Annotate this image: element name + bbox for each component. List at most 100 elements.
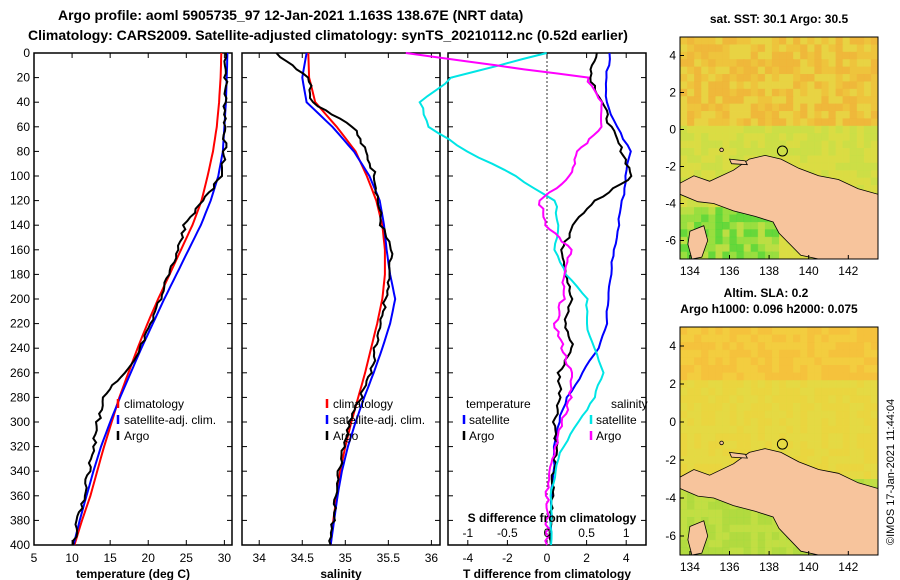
map-cell	[814, 118, 822, 127]
map-cell	[856, 51, 865, 60]
map-cell	[814, 357, 822, 366]
map-cell	[736, 517, 745, 526]
map-cell	[722, 125, 730, 134]
map-cell	[708, 349, 716, 358]
map-cell	[743, 222, 752, 230]
map-cell	[708, 37, 716, 45]
y-tick-label: 4	[669, 49, 676, 63]
map-cell	[764, 372, 773, 381]
map-cell	[743, 229, 752, 238]
map-cell	[708, 517, 716, 526]
map-cell	[708, 342, 716, 351]
map-cell	[828, 433, 837, 442]
map-cell	[835, 365, 844, 374]
map-cell	[722, 44, 730, 53]
map-cell	[715, 125, 723, 134]
map-cell	[708, 365, 716, 374]
map-cell	[764, 148, 773, 156]
map-cell	[771, 334, 780, 343]
map-cell	[729, 425, 738, 434]
map-cell	[764, 539, 773, 548]
map-cell	[786, 387, 794, 396]
map-cell	[722, 539, 730, 548]
map-cell	[757, 133, 766, 142]
map-cell	[694, 133, 702, 142]
map-cell	[680, 463, 688, 472]
map-cell	[835, 59, 844, 68]
map-cell	[814, 37, 822, 45]
map-cell	[807, 418, 815, 427]
map-cell	[849, 44, 858, 53]
map-cell	[870, 372, 879, 381]
map-cell	[743, 342, 752, 351]
map-cell	[856, 448, 865, 457]
map-cell	[779, 155, 787, 164]
map-cell	[835, 425, 844, 434]
map-cell	[694, 517, 702, 526]
map-cell	[743, 133, 752, 142]
map-cell	[779, 51, 787, 60]
map-cell	[715, 456, 723, 465]
map-cell	[814, 395, 822, 404]
map-cell	[736, 59, 745, 68]
map-cell	[842, 148, 851, 156]
map-cell	[856, 372, 865, 381]
map-cell	[793, 44, 801, 53]
x-axis-label: salinity	[320, 567, 362, 580]
x-tick-label: -2	[502, 551, 513, 565]
map-cell	[750, 509, 759, 518]
map-cell	[743, 441, 752, 450]
map-cell	[870, 349, 879, 358]
map-cell	[757, 365, 766, 374]
map-cell	[757, 96, 766, 105]
map-cell	[743, 66, 752, 75]
series-satellite-adj-clim-	[301, 52, 397, 546]
map-cell	[708, 380, 716, 389]
map-cell	[750, 118, 759, 127]
land-aru-islands	[687, 225, 709, 260]
map-cell	[750, 140, 759, 149]
map-cell	[722, 214, 730, 223]
map-cell	[757, 37, 766, 45]
map-cell	[771, 403, 780, 412]
map-cell	[856, 44, 865, 53]
map-cell	[842, 410, 851, 419]
map-cell	[715, 251, 723, 260]
map-cell	[715, 517, 723, 526]
x-tick-label: 20	[142, 551, 156, 565]
map-cell	[701, 517, 709, 526]
map-cell	[835, 380, 844, 389]
map-cell	[828, 37, 837, 45]
map-cell	[687, 214, 695, 223]
map-cell	[814, 59, 822, 68]
map-cell	[722, 441, 730, 450]
map-cell	[708, 372, 716, 381]
map-cell	[814, 463, 822, 472]
map-cell	[743, 118, 752, 127]
map-cell	[701, 118, 709, 127]
map-cell	[757, 148, 766, 156]
map-cell	[821, 118, 829, 127]
map-cell	[687, 118, 695, 127]
map-cell	[701, 433, 709, 442]
map-cell	[800, 448, 808, 457]
map-cell	[814, 125, 822, 134]
map-cell	[764, 517, 773, 526]
map-cell	[736, 357, 745, 366]
map-cell	[743, 125, 752, 134]
map-cell	[842, 155, 851, 164]
map-cell	[736, 133, 745, 142]
map-cell	[764, 37, 773, 45]
map-cell	[779, 81, 787, 90]
map-cell	[863, 327, 872, 336]
map-cell	[842, 37, 851, 45]
map-cell	[828, 74, 837, 82]
map-cell	[729, 81, 738, 90]
map-cell	[694, 463, 702, 472]
map-cell	[750, 111, 759, 119]
map-cell	[687, 418, 695, 427]
map-cell	[736, 418, 745, 427]
map-cell	[680, 140, 688, 149]
map-cell	[821, 37, 829, 45]
map-cell	[856, 349, 865, 358]
